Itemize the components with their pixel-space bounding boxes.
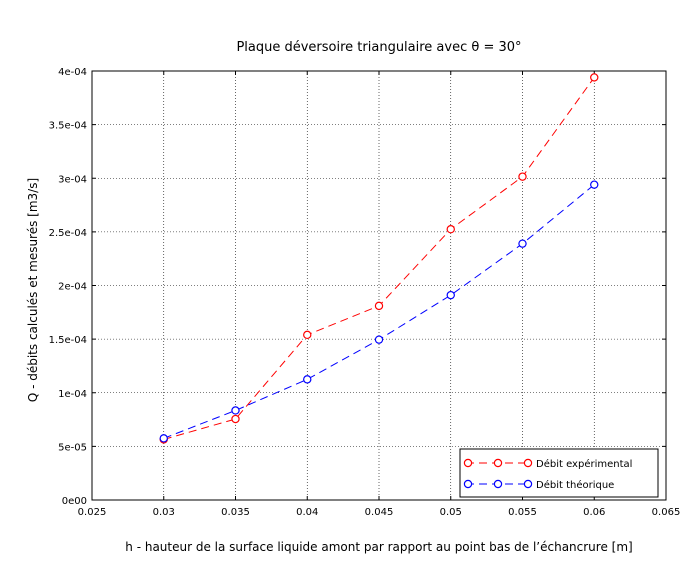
chart-title: Plaque déversoire triangulaire avec θ = …: [236, 40, 521, 55]
x-tick-label: 0.06: [583, 507, 605, 518]
data-point: [446, 224, 455, 234]
y-tick-label: 3e-04: [58, 174, 87, 185]
legend-marker: [463, 479, 473, 489]
y-tick-label: 2.5e-04: [49, 228, 87, 239]
y-tick-label: 1e-04: [58, 389, 87, 400]
x-axis-label: h - hauteur de la surface liquide amont …: [125, 540, 632, 554]
x-tick-label: 0.055: [508, 507, 537, 518]
legend-box: [459, 448, 659, 498]
legend: Débit expérimental Débit théorique: [459, 448, 659, 498]
legend-marker: [523, 479, 533, 489]
data-point: [518, 239, 527, 248]
y-axis: 0e00 5e-05 1e-04 1.5e-04 2e-04 2.5e-04 3e-04 3.…: [49, 67, 666, 507]
legend-label: Débit théorique: [536, 479, 614, 491]
x-tick-label: 0.045: [365, 507, 394, 518]
x-tick-label: 0.035: [221, 507, 250, 518]
series-experimental: [159, 73, 599, 444]
legend-marker: [493, 458, 503, 468]
data-point: [446, 290, 455, 300]
y-axis-label: Q - débits calculés et mesurés [m3/s]: [26, 178, 40, 402]
x-tick-label: 0.025: [78, 507, 107, 518]
x-tick-label: 0.05: [440, 507, 462, 518]
data-point: [303, 375, 312, 384]
y-tick-label: 1.5e-04: [49, 335, 87, 346]
legend-marker: [463, 458, 473, 468]
data-point: [231, 414, 240, 424]
x-tick-label: 0.03: [153, 507, 175, 518]
legend-marker: [493, 479, 503, 489]
legend-marker: [523, 458, 533, 468]
y-tick-label: 3.5e-04: [49, 121, 87, 132]
data-point: [590, 73, 599, 82]
data-point: [374, 335, 384, 344]
grid: [92, 71, 666, 500]
y-tick-label: 5e-05: [58, 442, 87, 453]
x-tick-label: 0.04: [296, 507, 318, 518]
data-point: [159, 434, 168, 443]
y-tick-label: 0e00: [62, 496, 87, 507]
data-point: [231, 406, 240, 415]
data-point: [518, 172, 527, 181]
x-axis: 0.025 0.03 0.035 0.04 0.045 0.05 0.055 0.06 0.06…: [78, 71, 681, 518]
legend-label: Débit expérimental: [536, 458, 632, 470]
data-point: [590, 180, 599, 189]
series-layer: [159, 73, 599, 444]
data-point: [374, 301, 384, 311]
y-tick-label: 4e-04: [58, 67, 87, 78]
x-tick-label: 0.065: [652, 507, 681, 518]
y-tick-label: 2e-04: [58, 282, 87, 293]
data-point: [303, 330, 312, 340]
series-theoretical: [159, 180, 599, 443]
